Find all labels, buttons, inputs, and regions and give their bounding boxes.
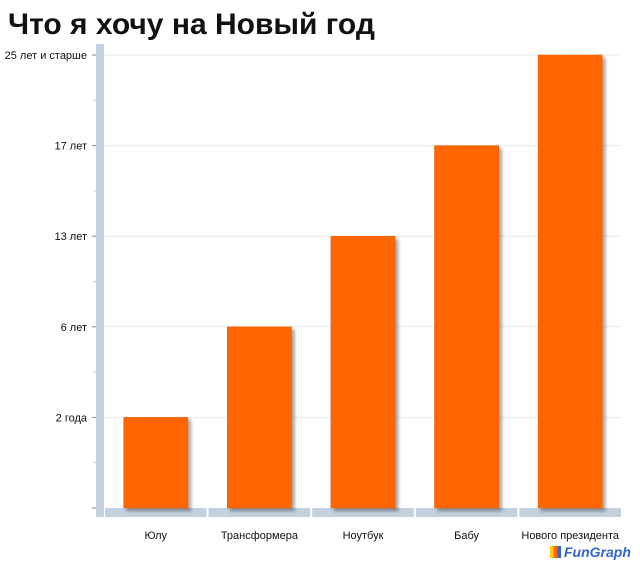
y-axis [96, 44, 104, 517]
x-tick-label: Нового президента [521, 530, 620, 542]
x-tick-label: Юлу [145, 530, 168, 542]
bar [537, 54, 603, 509]
x-tick-label: Ноутбук [343, 530, 384, 542]
bar [434, 145, 499, 509]
x-axis-segment [208, 508, 311, 517]
y-tick-labels: 2 года 6 лет 13 лет 17 лет 25 лет и старше [5, 50, 88, 424]
bar [330, 235, 396, 509]
bar [227, 326, 292, 509]
y-tick-label: 25 лет и старше [5, 50, 87, 62]
x-axis-segment [105, 508, 207, 517]
x-axis-segment [312, 508, 414, 517]
bars [123, 54, 603, 509]
y-tick-label: 13 лет [54, 231, 87, 243]
axes [92, 44, 621, 517]
x-tick-label: Бабу [454, 530, 479, 542]
y-tick-label: 2 года [56, 412, 88, 424]
bar [123, 417, 189, 509]
x-axis-segment [415, 508, 518, 517]
chart-title: Что я хочу на Новый год [8, 8, 375, 41]
fungraph-logo-text: FunGraph [564, 544, 631, 560]
fungraph-logo: FunGraph [550, 544, 631, 560]
x-axis-segment [519, 508, 621, 517]
x-tick-label: Трансформера [221, 530, 299, 542]
fungraph-logo-icon [550, 546, 561, 558]
y-tick-label: 17 лет [54, 141, 87, 153]
x-tick-labels: Юлу Трансформера Ноутбук Бабу Нового президе… [145, 530, 620, 542]
y-tick-label: 6 лет [61, 322, 87, 334]
